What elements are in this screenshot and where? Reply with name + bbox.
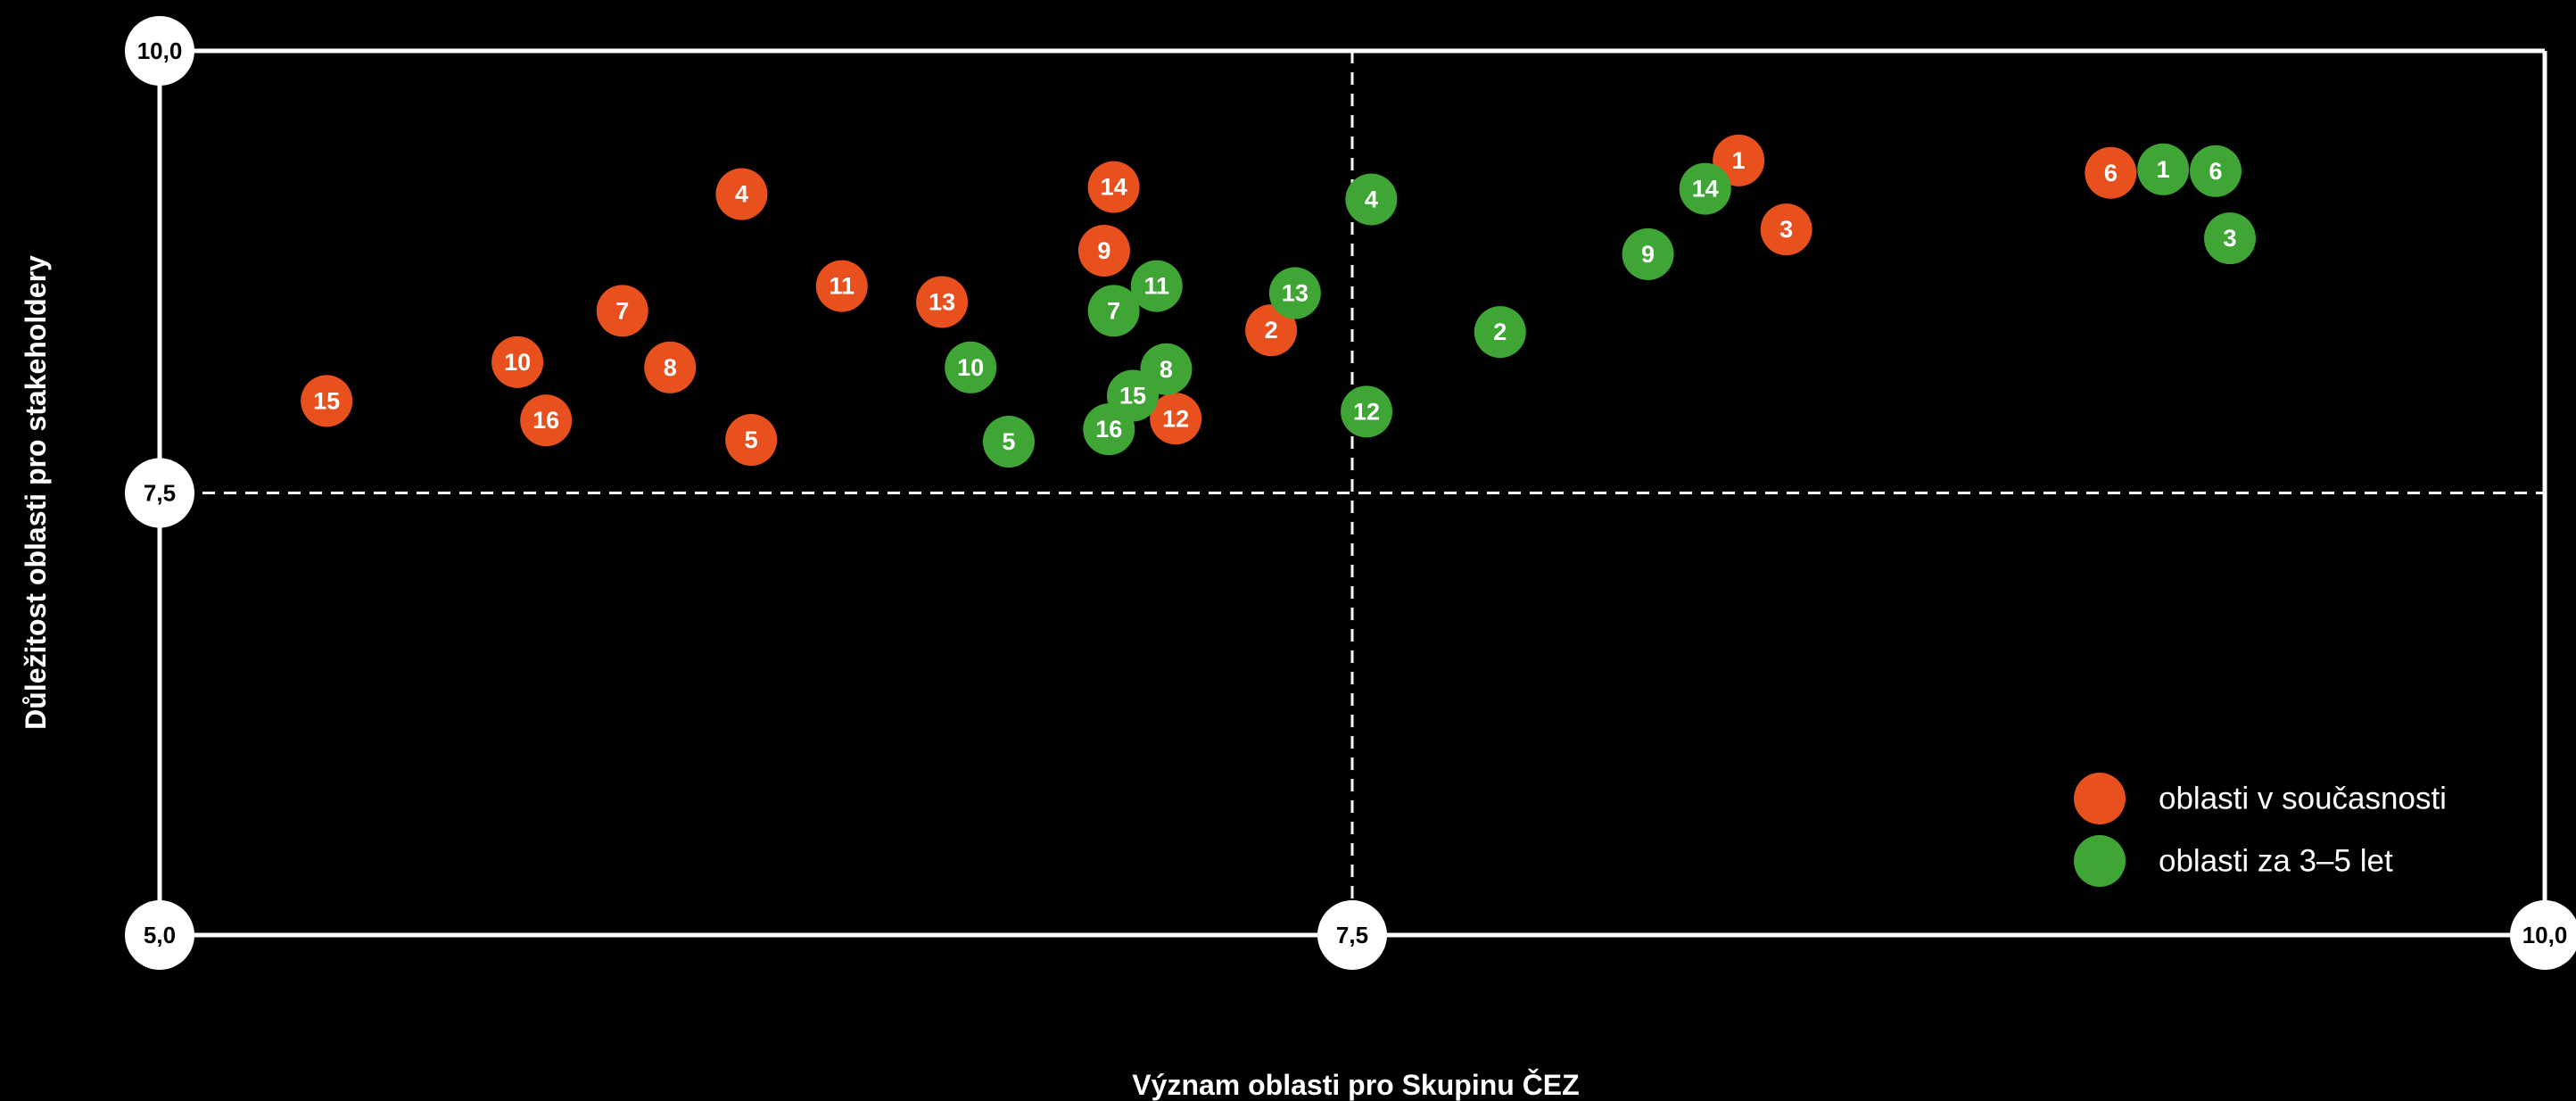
tick-badge (2510, 900, 2576, 970)
point (1345, 173, 1398, 226)
point (1150, 393, 1202, 445)
tick-badge (125, 900, 194, 970)
point (916, 276, 969, 328)
tick-label: 5,0 (144, 922, 176, 948)
point (1268, 267, 1321, 319)
point (2189, 145, 2242, 197)
point (2137, 143, 2190, 195)
point-label: 13 (929, 288, 955, 315)
point (725, 414, 778, 467)
point-label: 9 (1641, 241, 1655, 268)
point-label: 4 (735, 181, 748, 208)
point (815, 260, 868, 312)
point-label: 8 (664, 354, 677, 381)
point (1077, 224, 1130, 277)
point-label: 2 (1265, 317, 1278, 344)
point-label: 10 (504, 349, 531, 376)
point-label: 5 (1002, 428, 1015, 455)
point-label: 1 (1732, 147, 1746, 174)
point-label: 16 (533, 407, 559, 434)
point-label: 15 (313, 387, 340, 414)
point (2085, 146, 2137, 199)
point-label: 4 (1365, 186, 1378, 212)
point (596, 285, 648, 337)
point (1341, 385, 1393, 438)
tick-badge (125, 458, 194, 528)
point-label: 16 (1095, 416, 1122, 443)
y-axis-label: Důležitost oblasti pro stakeholdery (20, 255, 52, 730)
point-label: 5 (745, 426, 758, 453)
point-label: 11 (1144, 273, 1169, 300)
point-label: 10 (957, 354, 984, 381)
point-label: 2 (1493, 319, 1507, 345)
tick-badge (1317, 900, 1387, 970)
point-label: 12 (1353, 398, 1380, 425)
legend-swatch (2074, 773, 2126, 824)
tick-label: 10,0 (137, 37, 183, 64)
point (1245, 304, 1298, 357)
point (945, 341, 997, 393)
point (715, 168, 768, 220)
points: 1234567891011121314151612345678910111213… (301, 134, 2257, 468)
point (1679, 162, 1731, 215)
tick-badge (125, 16, 194, 86)
point-label: 12 (1162, 405, 1189, 432)
point-label: 3 (2224, 225, 2237, 252)
point (491, 335, 544, 388)
legend-label: oblasti za 3–5 let (2159, 844, 2393, 879)
point-label: 15 (1119, 382, 1146, 409)
point (644, 341, 697, 393)
legend-swatch (2074, 835, 2126, 887)
point (1087, 161, 1140, 213)
legend: oblasti v současnosti oblasti za 3–5 let (2074, 773, 2447, 887)
point (982, 416, 1035, 468)
point-label: 7 (1107, 297, 1120, 324)
point-label: 9 (1097, 237, 1110, 264)
x-axis-label: Význam oblasti pro Skupinu ČEZ (1132, 1069, 1579, 1101)
point (301, 375, 353, 427)
point-label: 6 (2104, 160, 2118, 186)
point-label: 11 (829, 273, 855, 300)
point (1622, 228, 1674, 280)
point-label: 3 (1779, 216, 1793, 243)
tick-label: 10,0 (2522, 922, 2568, 948)
point (1087, 285, 1140, 337)
point (1083, 403, 1135, 456)
point-label: 6 (2209, 158, 2222, 185)
tick-label: 7,5 (1336, 922, 1368, 948)
point-label: 7 (615, 297, 629, 324)
point-label: 8 (1160, 356, 1173, 383)
point (1474, 306, 1526, 359)
legend-label: oblasti v současnosti (2159, 782, 2447, 816)
point (520, 394, 573, 447)
point-label: 1 (2157, 156, 2170, 183)
point-label: 13 (1282, 280, 1309, 307)
point (1760, 203, 1812, 256)
point-label: 14 (1101, 174, 1127, 201)
point-label: 14 (1692, 176, 1719, 203)
point (1130, 260, 1183, 312)
tick-label: 7,5 (144, 480, 176, 507)
ticks: 7,5 10,0 5,0 7,5 10,0 (125, 16, 2576, 970)
point (2204, 212, 2257, 265)
